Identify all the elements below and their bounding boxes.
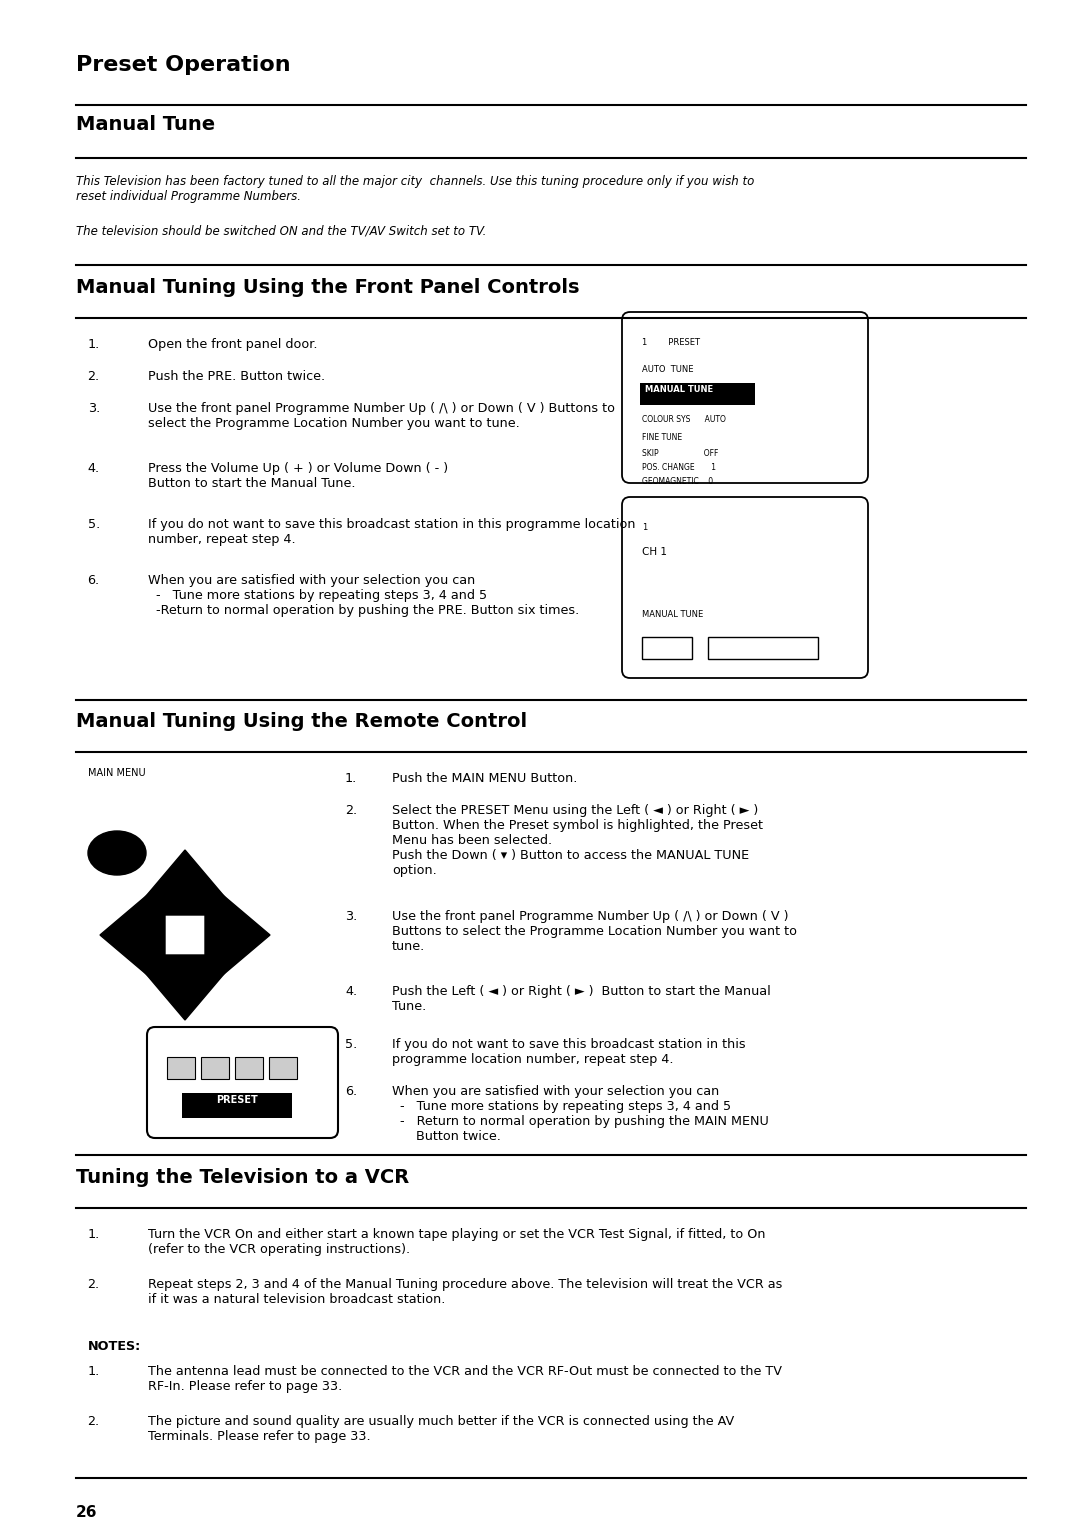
Bar	[708, 637, 818, 659]
Text: Manual Tuning Using the Front Panel Controls: Manual Tuning Using the Front Panel Cont…	[76, 278, 579, 296]
Text: AUTO  TUNE: AUTO TUNE	[642, 365, 693, 374]
Polygon shape	[100, 880, 165, 990]
Text: Turn the VCR On and either start a known tape playing or set the VCR Test Signal: Turn the VCR On and either start a known…	[148, 1229, 765, 1256]
Text: GEOMAGNETIC    0: GEOMAGNETIC 0	[642, 477, 713, 486]
Text: 1.: 1.	[87, 1365, 99, 1378]
Text: 1.: 1.	[87, 338, 99, 351]
Text: 4.: 4.	[87, 461, 99, 475]
Text: 5.: 5.	[345, 1038, 357, 1051]
Text: 2.: 2.	[87, 370, 99, 384]
Text: 3.: 3.	[345, 911, 357, 923]
Text: 2.: 2.	[87, 1277, 99, 1291]
Text: Push the Left ( ◄ ) or Right ( ► )  Button to start the Manual
Tune.: Push the Left ( ◄ ) or Right ( ► ) Butto…	[392, 986, 771, 1013]
Text: This Television has been factory tuned to all the major city  channels. Use this: This Television has been factory tuned t…	[76, 176, 754, 203]
Text: Preset Operation: Preset Operation	[76, 55, 291, 75]
Bar	[235, 1057, 264, 1079]
Text: MAIN MENU: MAIN MENU	[87, 769, 145, 778]
Text: The television should be switched ON and the TV/AV Switch set to TV.: The television should be switched ON and…	[76, 225, 486, 238]
Polygon shape	[130, 955, 240, 1021]
Text: 1.: 1.	[87, 1229, 99, 1241]
Text: NOTES:: NOTES:	[87, 1340, 140, 1352]
Text: Use the front panel Programme Number Up ( /\ ) or Down ( V ) Buttons to
select t: Use the front panel Programme Number Up …	[148, 402, 615, 429]
Bar	[183, 1093, 292, 1118]
Text: COLOUR SYS      AUTO: COLOUR SYS AUTO	[642, 416, 726, 423]
FancyBboxPatch shape	[622, 312, 868, 483]
Text: When you are satisfied with your selection you can
  -   Tune more stations by r: When you are satisfied with your selecti…	[392, 1085, 769, 1143]
Text: PRESET: PRESET	[216, 1096, 258, 1105]
Bar	[201, 1057, 229, 1079]
Text: 26: 26	[76, 1505, 97, 1520]
Text: When you are satisfied with your selection you can
  -   Tune more stations by r: When you are satisfied with your selecti…	[148, 575, 579, 617]
Text: 1        PRESET: 1 PRESET	[642, 338, 700, 347]
Text: If you do not want to save this broadcast station in this
programme location num: If you do not want to save this broadcas…	[392, 1038, 745, 1067]
Text: 1: 1	[642, 523, 647, 532]
Text: FINE TUNE: FINE TUNE	[642, 432, 683, 442]
Bar	[642, 637, 692, 659]
FancyBboxPatch shape	[147, 1027, 338, 1138]
Text: 2.: 2.	[87, 1415, 99, 1429]
Text: If you do not want to save this broadcast station in this programme location
num: If you do not want to save this broadcas…	[148, 518, 635, 545]
Bar	[269, 1057, 297, 1079]
Text: Use the front panel Programme Number Up ( /\ ) or Down ( V )
Buttons to select t: Use the front panel Programme Number Up …	[392, 911, 797, 953]
Text: POS. CHANGE       1: POS. CHANGE 1	[642, 463, 716, 472]
Text: 1.: 1.	[345, 772, 357, 785]
Polygon shape	[205, 880, 270, 990]
Text: Manual Tuning Using the Remote Control: Manual Tuning Using the Remote Control	[76, 712, 527, 730]
Text: 6.: 6.	[345, 1085, 357, 1099]
Polygon shape	[130, 850, 240, 915]
Text: MANUAL TUNE: MANUAL TUNE	[642, 610, 703, 619]
Text: 2.: 2.	[345, 804, 357, 817]
Text: Tuning the Television to a VCR: Tuning the Television to a VCR	[76, 1167, 409, 1187]
Text: Repeat steps 2, 3 and 4 of the Manual Tuning procedure above. The television wil: Repeat steps 2, 3 and 4 of the Manual Tu…	[148, 1277, 782, 1306]
Text: 3.: 3.	[87, 402, 99, 416]
Text: SKIP                   OFF: SKIP OFF	[642, 449, 718, 458]
Text: Push the PRE. Button twice.: Push the PRE. Button twice.	[148, 370, 325, 384]
Ellipse shape	[87, 831, 146, 876]
Text: 6.: 6.	[87, 575, 99, 587]
Bar	[167, 1057, 195, 1079]
Text: Press the Volume Up ( + ) or Volume Down ( - )
Button to start the Manual Tune.: Press the Volume Up ( + ) or Volume Down…	[148, 461, 448, 490]
Text: 4.: 4.	[345, 986, 357, 998]
Text: 5.: 5.	[87, 518, 99, 532]
Text: The antenna lead must be connected to the VCR and the VCR RF-Out must be connect: The antenna lead must be connected to th…	[148, 1365, 782, 1394]
Text: CH 1: CH 1	[642, 547, 667, 558]
Bar	[640, 384, 755, 405]
Text: Push the MAIN MENU Button.: Push the MAIN MENU Button.	[392, 772, 578, 785]
FancyBboxPatch shape	[622, 497, 868, 678]
Text: The picture and sound quality are usually much better if the VCR is connected us: The picture and sound quality are usuall…	[148, 1415, 733, 1442]
Text: Open the front panel door.: Open the front panel door.	[148, 338, 318, 351]
Text: Manual Tune: Manual Tune	[76, 115, 215, 134]
Text: MANUAL TUNE: MANUAL TUNE	[645, 385, 713, 394]
Text: Select the PRESET Menu using the Left ( ◄ ) or Right ( ► )
Button. When the Pres: Select the PRESET Menu using the Left ( …	[392, 804, 762, 877]
